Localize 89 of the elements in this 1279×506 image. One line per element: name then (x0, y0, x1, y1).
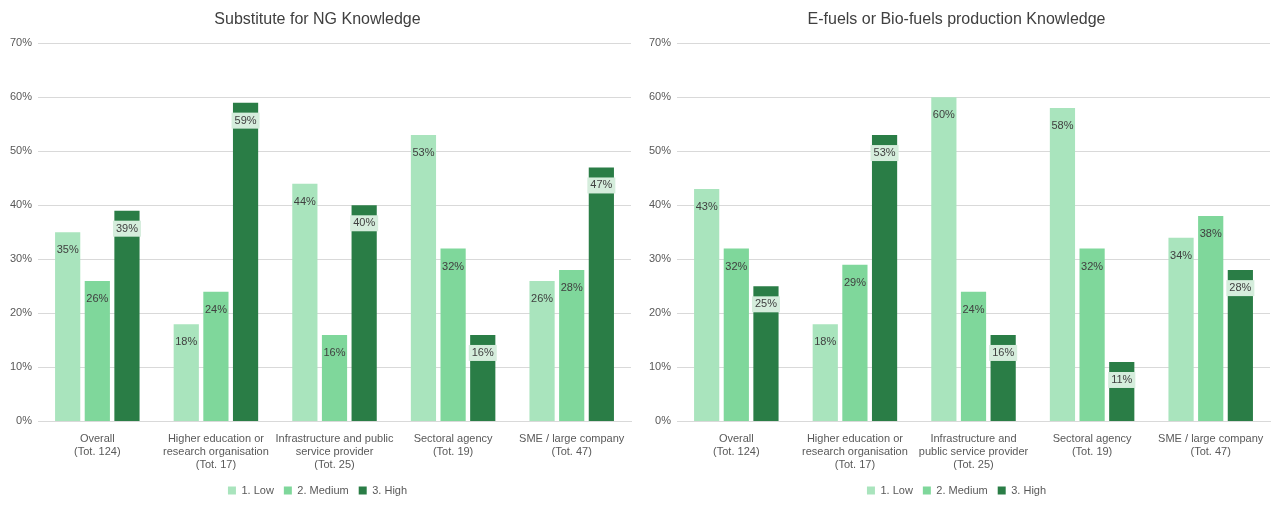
y-tick-label: 40% (648, 198, 672, 211)
bar (559, 270, 585, 421)
bar (84, 280, 110, 421)
legend-label: 3. High (1011, 483, 1047, 496)
y-tick-label: 0% (16, 414, 33, 427)
data-label: 25% (754, 297, 778, 310)
data-label: 43% (695, 200, 718, 213)
x-tick-label: Sectoral agency (Tot. 19) (1052, 432, 1133, 458)
bar (292, 183, 318, 421)
data-label: 28% (560, 281, 583, 294)
chart-title: E-fuels or Bio-fuels production Knowledge (807, 10, 1106, 28)
data-label: 40% (353, 216, 376, 229)
data-label: 34% (1170, 248, 1193, 261)
bar (931, 97, 957, 421)
y-tick-label: 70% (648, 36, 672, 49)
y-tick-label: 10% (648, 360, 672, 373)
y-tick-label: 10% (9, 360, 33, 373)
bar (410, 135, 437, 421)
bar (203, 291, 229, 421)
y-tick-label: 20% (9, 306, 33, 319)
data-label: 32% (442, 259, 465, 272)
y-tick-label: 30% (9, 252, 33, 265)
legend-label: 1. Low (241, 483, 274, 496)
data-label: 28% (1229, 281, 1252, 294)
bar (1049, 108, 1076, 421)
legend-label: 2. Medium (297, 483, 349, 496)
data-label: 60% (932, 108, 956, 121)
data-label: 18% (814, 335, 837, 348)
bar (114, 210, 140, 421)
bar (1168, 237, 1194, 421)
x-tick-label: Overall (Tot. 124) (713, 432, 760, 458)
data-label: 11% (1111, 373, 1133, 385)
y-tick-label: 70% (9, 36, 33, 49)
x-tick-label: Infrastructure and public service provider (Tot. 25) (918, 432, 1029, 471)
bar (232, 102, 259, 421)
chart-title: Substitute for NG Knowledge (214, 10, 421, 28)
x-tick-label: SME / large company (Tot. 47) (1158, 432, 1264, 458)
data-label: 32% (1081, 259, 1104, 272)
data-label: 53% (412, 146, 435, 159)
bar (723, 248, 749, 421)
bar (440, 248, 466, 421)
bar (1079, 248, 1105, 421)
bar (173, 324, 199, 421)
bar (529, 280, 555, 421)
y-tick-label: 60% (648, 90, 672, 103)
bar (321, 334, 348, 421)
bar (1198, 216, 1224, 421)
y-tick-label: 50% (648, 144, 672, 157)
y-tick-label: 30% (648, 252, 672, 265)
data-label: 18% (175, 335, 198, 348)
data-label: 16% (323, 345, 346, 358)
x-tick-label: Sectoral agency (Tot. 19) (413, 432, 494, 458)
bar (871, 135, 898, 421)
y-tick-label: 50% (9, 144, 33, 157)
data-label: 29% (843, 275, 867, 288)
y-tick-label: 20% (648, 306, 672, 319)
x-tick-label: Higher education or research organisation (Tot. 17) (163, 432, 269, 471)
y-tick-label: 0% (655, 414, 672, 427)
data-label: 35% (56, 243, 79, 256)
data-label: 44% (293, 194, 317, 207)
y-tick-label: 40% (9, 198, 33, 211)
legend-label: 2. Medium (936, 483, 988, 496)
data-label: 58% (1051, 119, 1074, 132)
bar (588, 167, 614, 421)
x-tick-label: Higher education or research organisation (Tot. 17) (802, 432, 908, 471)
data-label: 32% (725, 259, 748, 272)
data-label: 47% (590, 178, 613, 191)
bar (694, 189, 720, 421)
bar (842, 264, 868, 421)
data-label: 26% (86, 291, 109, 304)
data-label: 16% (992, 345, 1015, 358)
data-label: 59% (234, 113, 257, 126)
x-tick-label: Overall (Tot. 124) (74, 432, 121, 458)
data-label: 39% (115, 221, 139, 234)
bar (351, 205, 377, 421)
x-tick-label: Infrastructure and public service provider (Tot. 25) (275, 432, 395, 471)
data-label: 38% (1199, 227, 1222, 240)
x-tick-label: SME / large company (Tot. 47) (519, 432, 625, 458)
bar (55, 232, 81, 421)
y-tick-label: 60% (9, 90, 33, 103)
bar (960, 291, 987, 421)
legend-label: 1. Low (880, 483, 913, 496)
data-label: 16% (471, 345, 494, 358)
bar (812, 324, 838, 421)
legend-label: 3. High (372, 483, 408, 496)
data-label: 53% (873, 146, 896, 159)
data-label: 24% (962, 302, 985, 315)
data-label: 26% (531, 291, 554, 304)
data-label: 24% (204, 302, 228, 315)
